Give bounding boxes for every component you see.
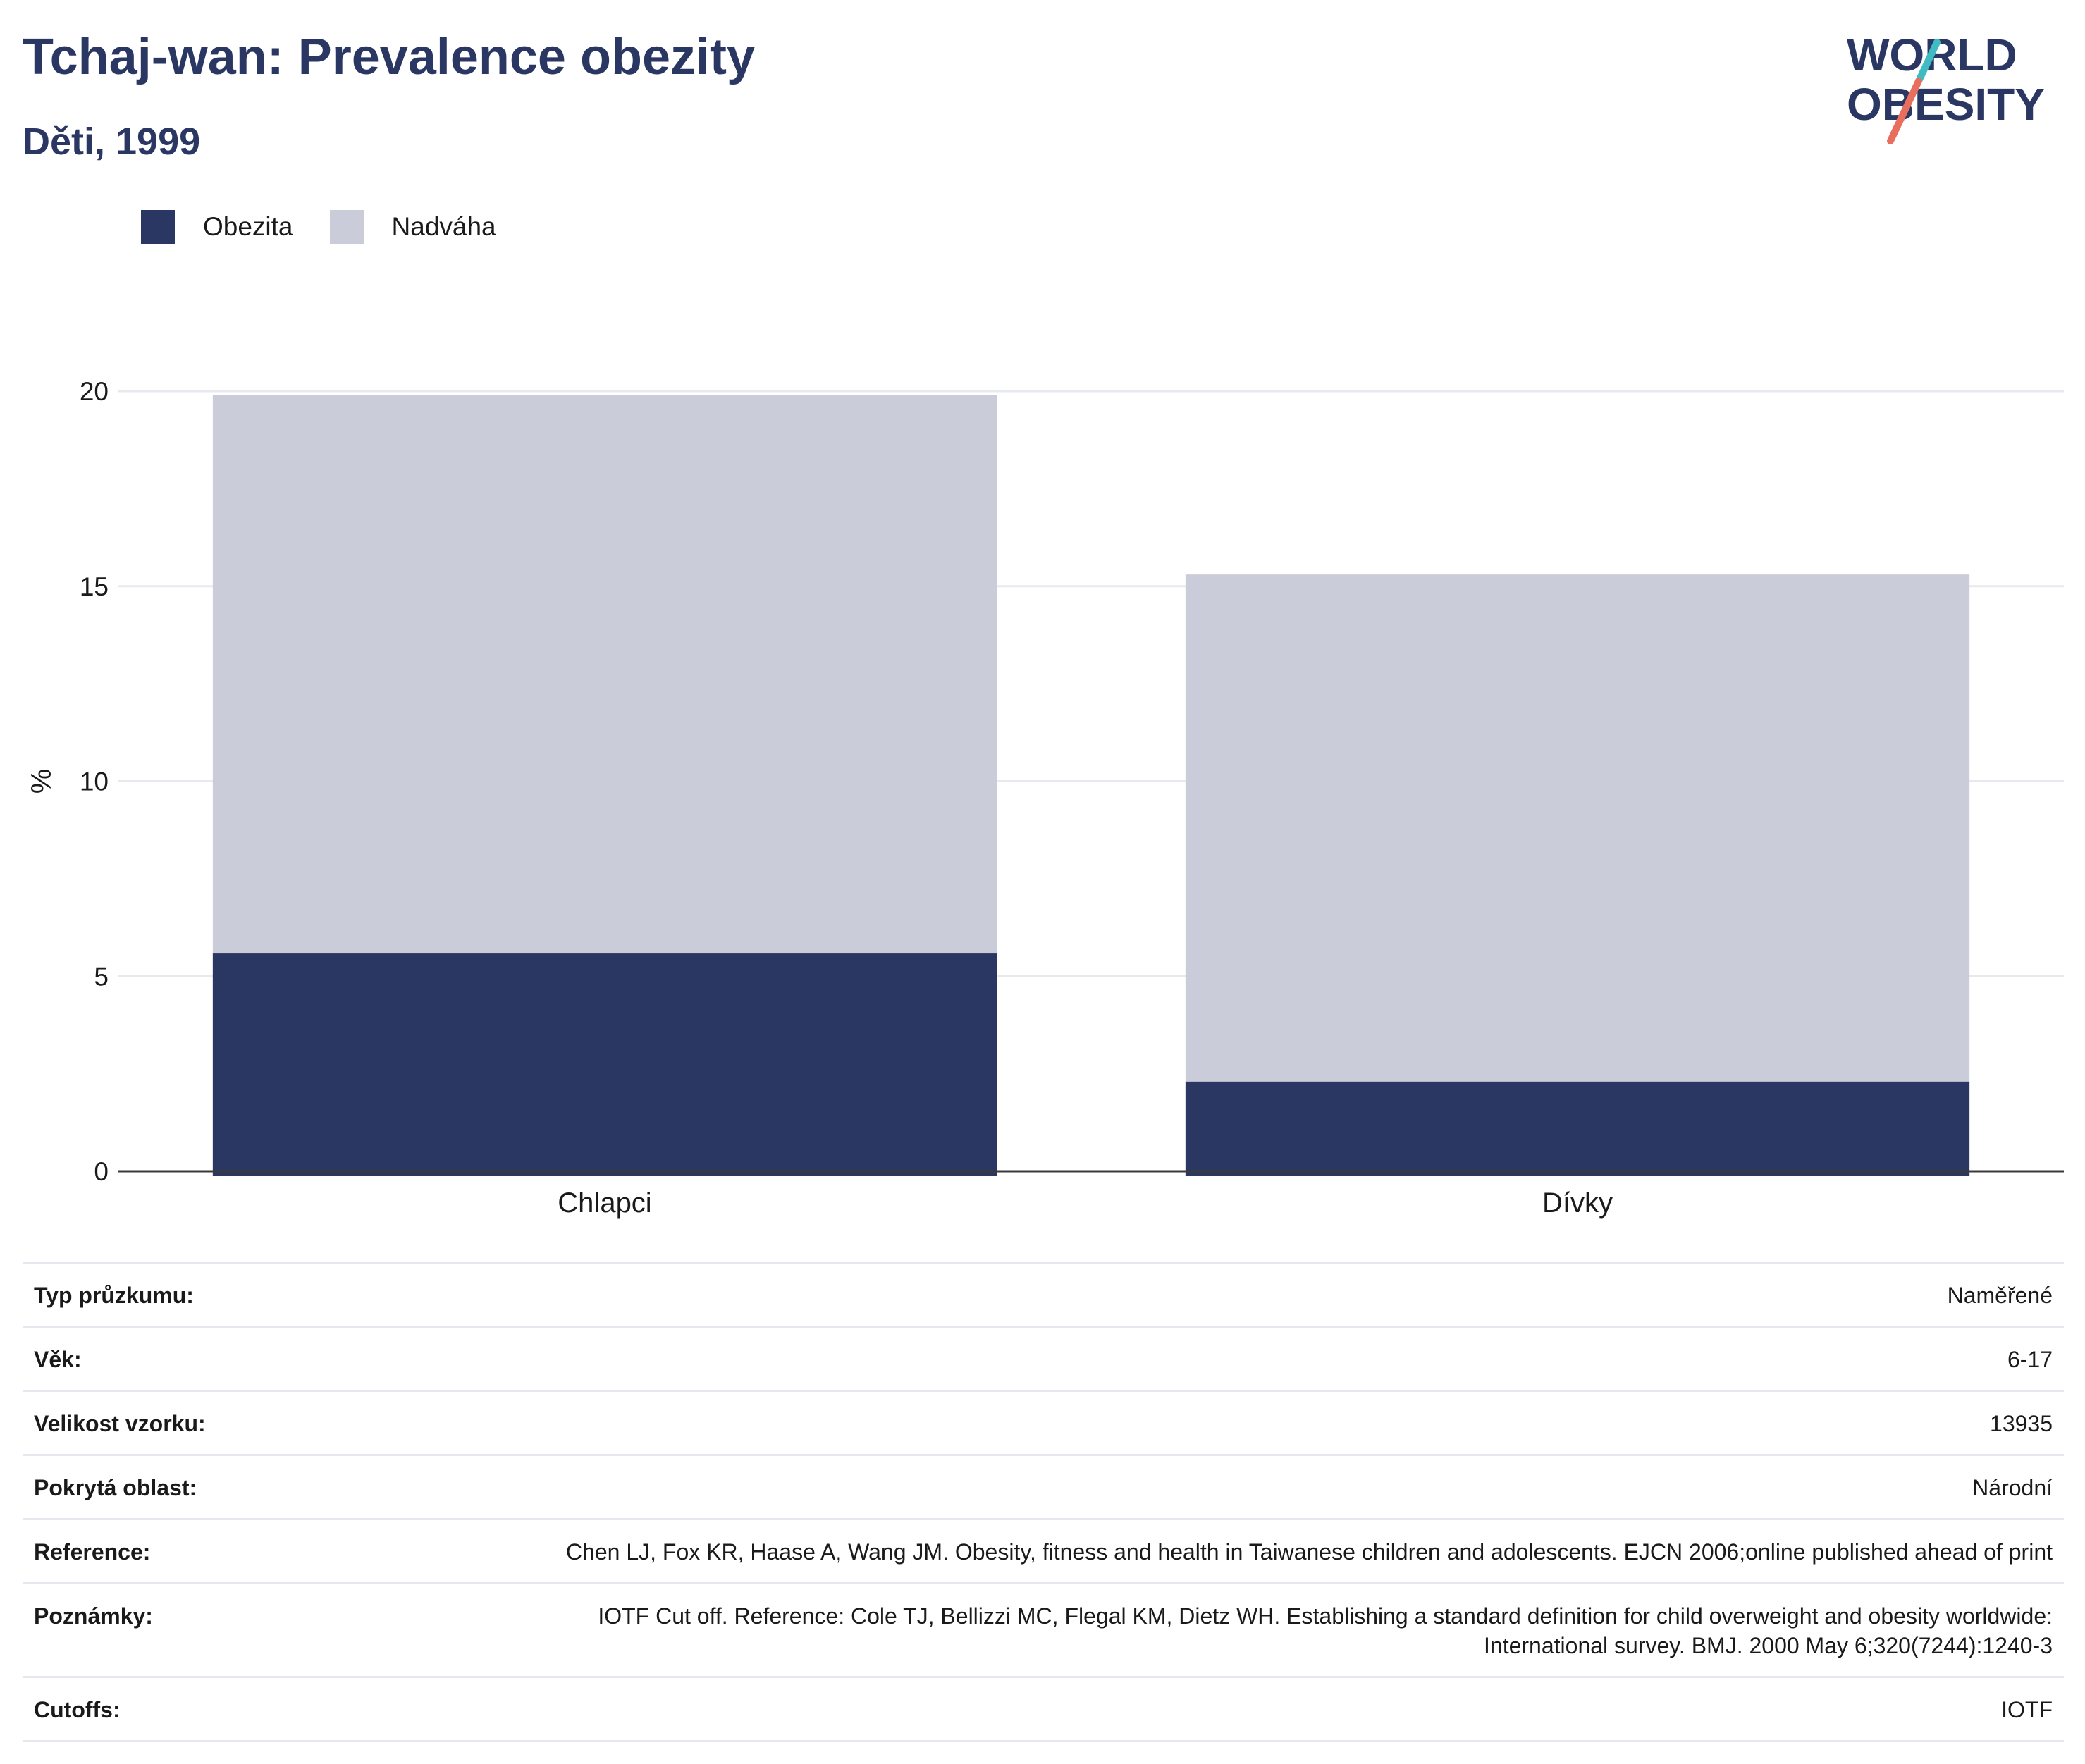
y-tick-label: 0	[94, 1157, 109, 1186]
metadata-row: Velikost vzorku: 13935	[23, 1390, 2064, 1455]
metadata-value: 13935	[468, 1390, 2064, 1455]
legend-item-obezita[interactable]: Obezita	[141, 210, 293, 244]
metadata-value: IOTF	[468, 1676, 2064, 1742]
chart-title: Tchaj-wan: Prevalence obezity	[23, 29, 756, 85]
metadata-key: Reference:	[23, 1518, 468, 1584]
chart-subtitle: Děti, 1999	[23, 121, 201, 163]
y-tick-label: 15	[80, 572, 109, 601]
metadata-value: Národní	[468, 1454, 2064, 1519]
bar-nadv-ha-0	[212, 395, 997, 954]
metadata-key: Typ průzkumu:	[23, 1262, 468, 1327]
y-tick-label: 5	[94, 962, 109, 991]
legend-swatch-nadvaha	[329, 210, 364, 244]
chart-legend: Obezita Nadváha	[141, 210, 533, 244]
metadata-value: IOTF Cut off. Reference: Cole TJ, Belliz…	[468, 1582, 2064, 1677]
legend-label-nadvaha: Nadváha	[391, 212, 496, 241]
legend-swatch-obezita	[141, 210, 175, 244]
legend-label-obezita: Obezita	[203, 212, 293, 241]
world-obesity-logo: WORLD OBESITY	[1847, 30, 2045, 144]
logo-slash-coral	[1887, 78, 1922, 144]
bar-obezita-1	[1185, 1081, 1970, 1176]
x-tick-label: Chlapci	[558, 1188, 651, 1219]
metadata-value: Naměřené	[468, 1262, 2064, 1327]
metadata-row: Pokrytá oblast: Národní	[23, 1454, 2064, 1519]
metadata-row: Věk: 6-17	[23, 1326, 2064, 1391]
bar-nadv-ha-1	[1185, 574, 1970, 1082]
metadata-key: Věk:	[23, 1326, 468, 1391]
metadata-row: Typ průzkumu: Naměřené	[23, 1262, 2064, 1327]
logo-line-2: OBESITY	[1847, 79, 2045, 130]
x-tick-label: Dívky	[1542, 1188, 1613, 1219]
bar-chart: 0 5 10 15 20% Chlapci Dívky	[26, 377, 2064, 1219]
metadata-value: 6-17	[468, 1326, 2064, 1391]
bar-obezita-0	[212, 953, 997, 1176]
metadata-row: Reference: Chen LJ, Fox KR, Haase A, Wan…	[23, 1518, 2064, 1584]
y-tick-label: 10	[80, 767, 109, 796]
metadata-row: Poznámky: IOTF Cut off. Reference: Cole …	[23, 1582, 2064, 1677]
legend-item-nadvaha[interactable]: Nadváha	[329, 210, 496, 244]
y-axis-label: %	[26, 769, 57, 794]
metadata-key: Poznámky:	[23, 1582, 468, 1677]
metadata-table: Typ průzkumu: Naměřené Věk: 6-17 Velikos…	[23, 1262, 2064, 1742]
metadata-key: Velikost vzorku:	[23, 1390, 468, 1455]
y-tick-label: 20	[80, 377, 109, 406]
metadata-key: Pokrytá oblast:	[23, 1454, 468, 1519]
metadata-key: Cutoffs:	[23, 1676, 468, 1742]
logo-slash-teal	[1915, 39, 1941, 85]
metadata-row: Cutoffs: IOTF	[23, 1676, 2064, 1742]
metadata-value: Chen LJ, Fox KR, Haase A, Wang JM. Obesi…	[468, 1518, 2064, 1584]
